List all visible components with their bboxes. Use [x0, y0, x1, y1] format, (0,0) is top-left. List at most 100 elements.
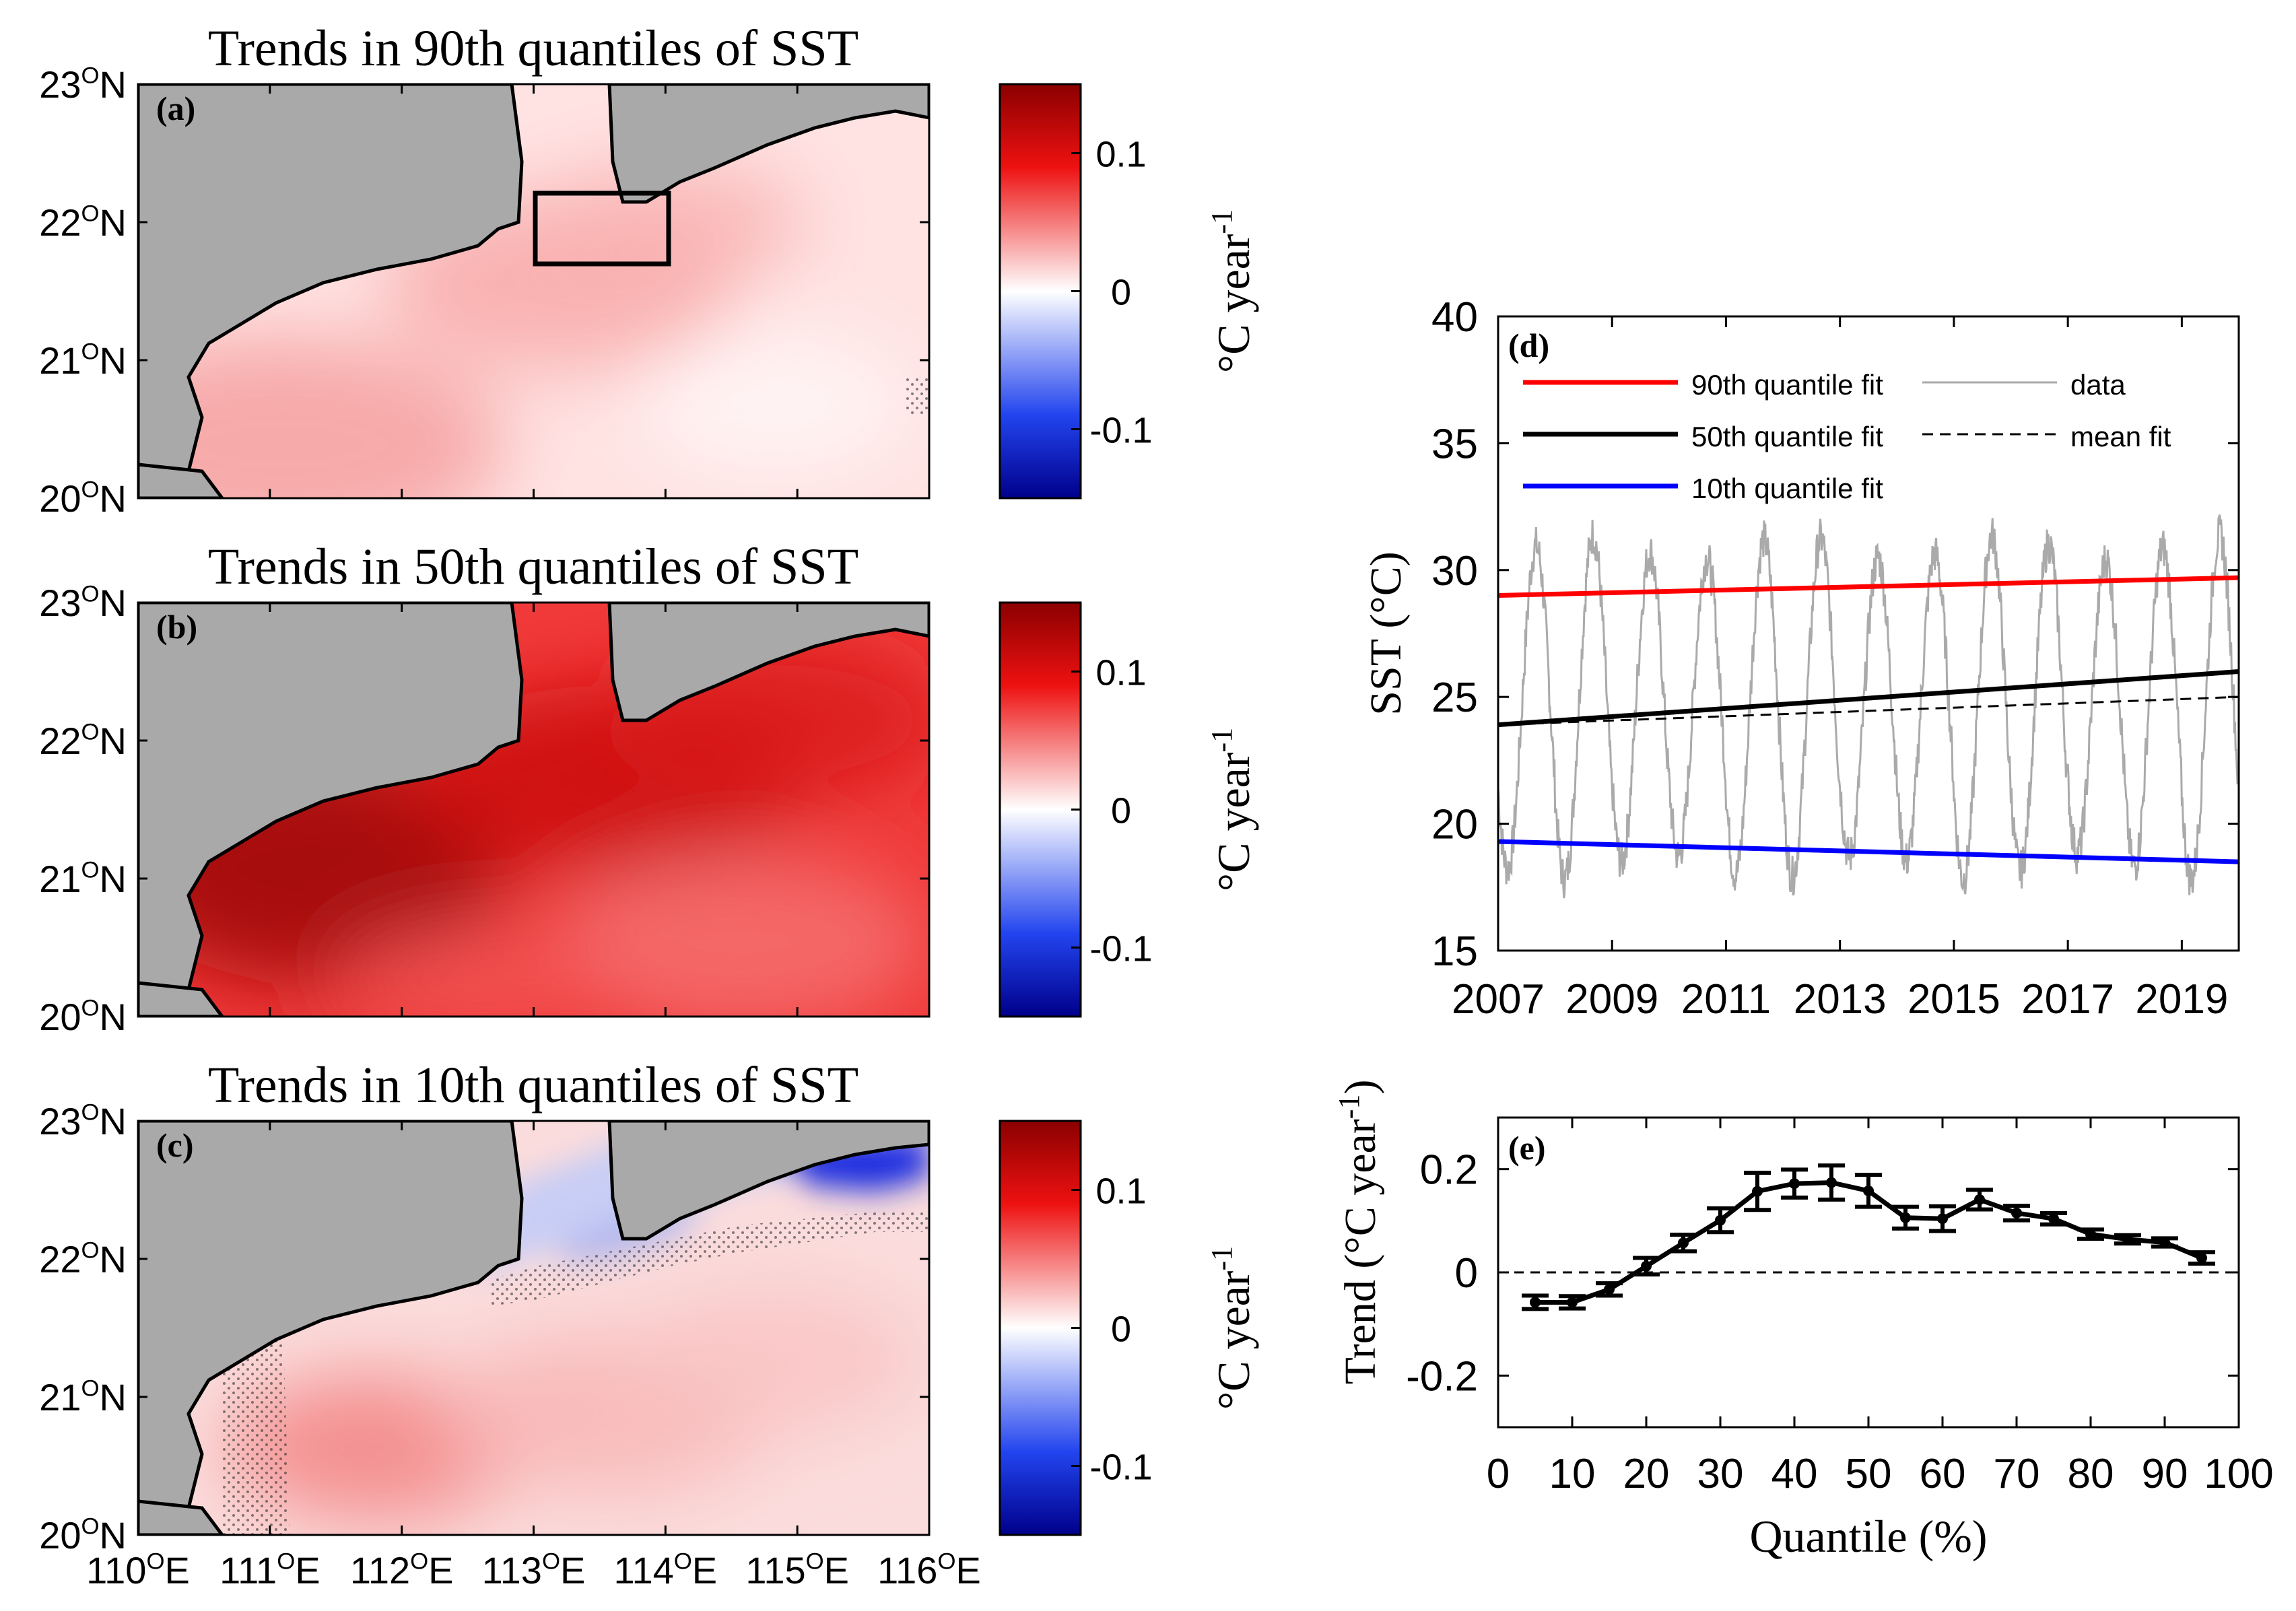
colorbar-tick-label: 0.1 [1095, 1171, 1146, 1212]
y-tick-label: 40 [1431, 294, 1478, 341]
colorbar [999, 601, 1082, 1018]
trend-point [1855, 1173, 1882, 1209]
legend-label: mean fit [2070, 421, 2171, 452]
trend-point [1707, 1206, 1734, 1235]
colorbar-tick-label: 0.1 [1095, 653, 1146, 693]
colorbar-label: °C year-1 [1205, 728, 1259, 891]
colorbar-label: °C year-1 [1205, 209, 1259, 373]
lat-tick-label: 23ON [39, 582, 127, 624]
colorbars: 0.1 0 -0.1 °C year-1 0.1 0 -0.1 °C year-1 0.1 0 -0… [999, 83, 1259, 1536]
trend-point [2188, 1250, 2215, 1266]
trend-point [1522, 1293, 1549, 1311]
y-tick-label: 35 [1431, 421, 1478, 467]
map-panel-a: Trends in 90th quantiles of SST (a) [137, 20, 931, 500]
y-axis-label: SST (°C) [1361, 551, 1411, 715]
series-mean-fit [1498, 695, 2239, 726]
x-tick-label: 50 [1846, 1451, 1892, 1497]
y-tick-label: 20 [1431, 802, 1478, 848]
trend-point [1781, 1167, 1808, 1200]
colorbar-label: °C year-1 [1205, 1246, 1259, 1410]
trend-point [1559, 1294, 1586, 1311]
colorbar [999, 1120, 1082, 1536]
trend-point [1633, 1256, 1660, 1277]
colorbar-tick-label: -0.1 [1089, 929, 1152, 969]
lon-tick-label: 114OE [614, 1549, 718, 1591]
series-10th-quantile-fit [1498, 839, 2239, 864]
lon-tick-label: 113OE [482, 1549, 586, 1591]
x-tick-label: 2011 [1681, 976, 1771, 1023]
lat-tick-label: 22ON [39, 720, 127, 762]
panel-label-a: (a) [156, 90, 195, 127]
lat-tick-label: 20ON [39, 1514, 127, 1556]
panel-label-d: (d) [1508, 327, 1549, 364]
x-axis-label: Quantile (%) [1749, 1511, 1987, 1562]
lat-tick-label: 20ON [39, 996, 127, 1038]
map-panel-b: Trends in 50th quantiles of SST (b) [137, 539, 931, 1018]
trend-point [2040, 1210, 2067, 1227]
y-tick-label: 0 [1455, 1250, 1478, 1297]
colorbar-tick-label: -0.1 [1089, 411, 1152, 451]
lat-tick-label: 21ON [39, 1376, 127, 1418]
series-90th-quantile-fit [1498, 575, 2239, 598]
x-tick-label: 2017 [2021, 976, 2114, 1023]
map-title-c: Trends in 10th quantiles of SST [208, 1057, 858, 1113]
x-tick-label: 40 [1771, 1451, 1818, 1497]
y-tick-label: 30 [1431, 548, 1478, 594]
trend-point [1670, 1233, 1697, 1254]
lat-tick-label: 22ON [39, 1238, 127, 1280]
map-title-a: Trends in 90th quantiles of SST [208, 20, 858, 77]
highlight-box [533, 191, 671, 267]
x-tick-label: 70 [1994, 1451, 2040, 1497]
legend-label: data [2070, 369, 2126, 401]
colorbar [999, 83, 1082, 500]
lon-tick-label: 110OE [86, 1549, 190, 1591]
x-tick-label: 0 [1487, 1451, 1510, 1497]
legend-label: 90th quantile fit [1691, 369, 1883, 401]
lat-tick-label: 20ON [39, 477, 127, 520]
x-tick-label: 2013 [1794, 976, 1887, 1023]
colorbar-tick-label: 0 [1111, 273, 1131, 313]
trend-point [1596, 1281, 1623, 1298]
x-tick-label: 80 [2068, 1451, 2114, 1497]
trend-point [1929, 1204, 1956, 1233]
x-tick-label: 2015 [1907, 976, 2000, 1023]
trend-quantile-panel: 0.2 0 -0.2 0 10 20 30 40 50 60 70 80 90 100 Quantile (… [1332, 1080, 2274, 1562]
x-tick-label: 2009 [1565, 976, 1658, 1023]
trend-point [1744, 1171, 1771, 1212]
trend-point [1966, 1188, 1993, 1212]
trend-point [2077, 1227, 2104, 1241]
panel-label-b: (b) [156, 608, 197, 646]
y-tick-label: 25 [1431, 675, 1478, 721]
colorbar-tick-label: 0.1 [1095, 135, 1146, 175]
x-tick-label: 10 [1549, 1451, 1596, 1497]
panel-label-c: (c) [156, 1126, 194, 1164]
x-tick-label: 60 [1920, 1451, 1966, 1497]
trend-point [1818, 1163, 1845, 1202]
map-panel-c: Trends in 10th quantiles of SST (c) [137, 1057, 931, 1536]
colorbar-tick-label: 0 [1111, 791, 1131, 831]
lat-tick-label: 23ON [39, 1100, 127, 1142]
trend-point [2151, 1236, 2178, 1249]
x-tick-label: 2019 [2135, 976, 2228, 1023]
lat-tick-label: 21ON [39, 339, 127, 382]
x-tick-label: 2007 [1452, 976, 1545, 1023]
lat-tick-label: 23ON [39, 63, 127, 106]
y-tick-label: 0.2 [1420, 1147, 1478, 1194]
series-50th-quantile-fit [1498, 669, 2239, 728]
x-tick-label: 90 [2142, 1451, 2188, 1497]
lon-tick-label: 112OE [350, 1549, 454, 1591]
lat-tick-label: 21ON [39, 858, 127, 900]
trend-point [2114, 1233, 2141, 1246]
trend-point [1892, 1204, 1919, 1231]
colorbar-tick-label: 0 [1111, 1309, 1131, 1350]
colorbar-tick-label: -0.1 [1089, 1447, 1152, 1488]
lon-tick-label: 111OE [220, 1549, 320, 1591]
lon-tick-label: 116OE [877, 1549, 981, 1591]
map-axes: 23ON 22ON 21ON 20ON 23ON 22ON 21ON 20ON 23ON 22ON… [39, 63, 981, 1591]
y-tick-label: 15 [1431, 928, 1478, 975]
map-title-b: Trends in 50th quantiles of SST [208, 539, 858, 595]
legend-label: 50th quantile fit [1691, 421, 1883, 452]
legend-label: 10th quantile fit [1691, 473, 1883, 504]
